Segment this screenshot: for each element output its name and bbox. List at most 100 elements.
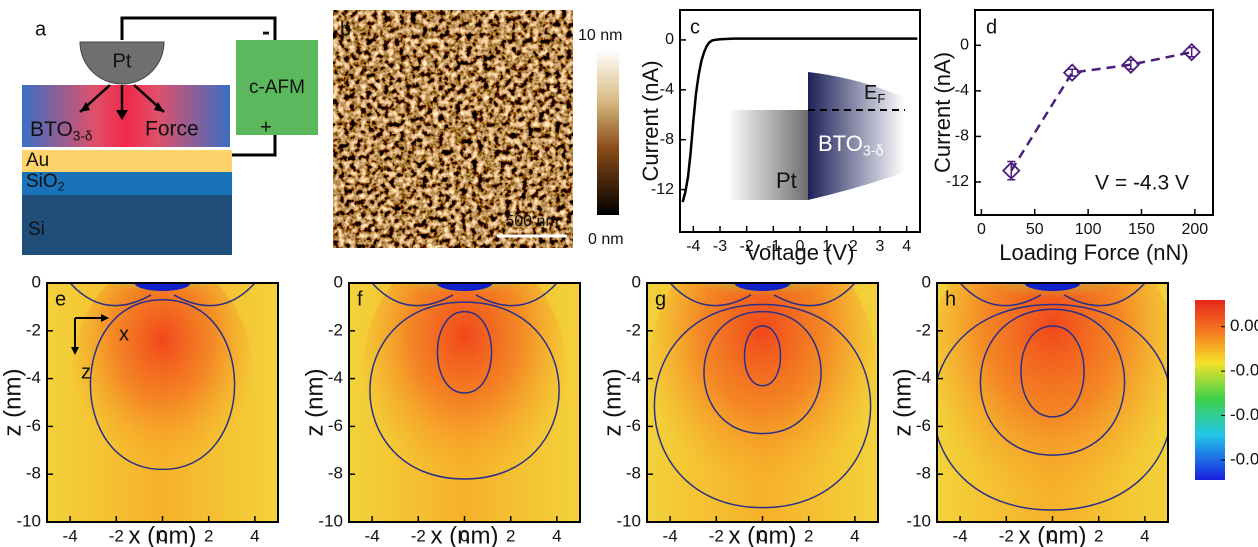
heatmap-core (72, 283, 253, 487)
colorbar-tick-label: -0.01 (1230, 449, 1258, 468)
y-axis-label: Current (nA) (638, 60, 663, 181)
y-tick-label: -10 (16, 511, 41, 530)
panel-label: g (655, 288, 666, 310)
heatmap-tip (1024, 283, 1081, 291)
x-tick-label: 0 (758, 526, 767, 545)
y-axis-label: z (nm) (889, 369, 916, 437)
axis-z-label: z (81, 361, 91, 383)
scale-bar-label: 500 nm (505, 213, 558, 230)
y-tick-label: -8 (328, 464, 343, 483)
y-tick-label: 0 (922, 272, 931, 291)
contour (369, 301, 560, 480)
panel-label: c (690, 16, 700, 38)
axes-frame (974, 9, 1214, 216)
inset-bto (808, 72, 905, 200)
colorbar-tick-label: 0.002 (1230, 316, 1258, 335)
panel-label: f (357, 288, 363, 310)
panel-label: e (55, 288, 66, 310)
contour (703, 310, 822, 435)
y-tick-label: -4 (916, 368, 931, 387)
x-tick-label: 0 (796, 238, 805, 255)
y-tick-label: -8 (26, 464, 41, 483)
heatmap (47, 283, 278, 522)
y-tick-label: -10 (318, 511, 343, 530)
heatmap (647, 283, 878, 522)
y-tick-label: -4 (660, 81, 674, 98)
panel-label: b (340, 18, 351, 40)
y-axis-label: z (nm) (301, 369, 328, 437)
y-tick-label: 0 (334, 272, 343, 291)
heatmap-lobes (47, 283, 278, 323)
instrument-label: c-AFM (249, 77, 305, 98)
film-bto (22, 85, 230, 147)
force-label: Force (145, 118, 199, 141)
y-tick-label: -12 (651, 181, 674, 198)
contour (743, 325, 782, 387)
x-axis-label: x (nm) (431, 522, 499, 547)
y-tick-label: -6 (626, 416, 641, 435)
x-axis-label: Loading Force (nN) (999, 240, 1189, 265)
y-tick-label: -10 (906, 511, 931, 530)
x-tick-label: 0 (460, 526, 469, 545)
heatmap-core (362, 283, 567, 502)
colorbar-top: 10 nm (578, 27, 622, 44)
x-tick-label: 0 (1048, 526, 1057, 545)
afm-image (333, 10, 573, 248)
minus-sign: - (262, 18, 270, 45)
y-axis-label: z (nm) (0, 369, 26, 437)
contour (979, 308, 1126, 456)
x-tick-label: -4 (953, 526, 968, 545)
wire (120, 16, 277, 157)
panel-label: h (945, 288, 956, 310)
x-tick-label: 150 (1128, 221, 1155, 238)
colorbar-bottom: 0 nm (588, 231, 624, 248)
x-tick-label: 2 (1094, 526, 1103, 545)
y-tick-label: -8 (660, 131, 674, 148)
colorbar-tick-label: -0.002 (1230, 361, 1258, 380)
annotation: V = -4.3 V (1095, 172, 1189, 195)
x-tick-label: 4 (902, 238, 911, 255)
axes-icon-head (101, 314, 109, 322)
contour (436, 310, 493, 394)
heatmap (349, 283, 580, 522)
x-tick-label: -3 (713, 238, 727, 255)
heatmap (937, 283, 1168, 522)
x-tick-label: 2 (506, 526, 515, 545)
electrode-label: Au (26, 150, 49, 171)
contour (653, 303, 872, 509)
plus-sign: + (260, 116, 272, 138)
y-tick-label: -2 (916, 320, 931, 339)
data-point (1002, 161, 1021, 180)
y-tick-label: -4 (26, 368, 41, 387)
y-tick-label: -4 (328, 368, 343, 387)
contour (669, 283, 856, 307)
y-tick-label: 0 (960, 37, 969, 54)
tip-label: Pt (113, 50, 132, 72)
inset-pt (728, 110, 808, 200)
y-tick-label: -6 (26, 416, 41, 435)
x-tick-label: 3 (876, 238, 885, 255)
x-tick-label: 4 (850, 526, 859, 545)
x-tick-label: 4 (1140, 526, 1149, 545)
y-axis-label: z (nm) (599, 369, 626, 437)
x-tick-label: -4 (63, 526, 78, 545)
data-point (1182, 42, 1201, 62)
x-tick-label: 2 (804, 526, 813, 545)
x-tick-label: 2 (849, 238, 858, 255)
x-tick-label: -4 (686, 238, 700, 255)
contour (937, 303, 1168, 511)
arrow-head (116, 110, 128, 120)
data-point (1121, 55, 1141, 74)
contour (959, 283, 1146, 307)
film-label-main: BTO (30, 118, 73, 141)
x-axis-label: x (nm) (729, 522, 797, 547)
contour (89, 298, 236, 471)
y-tick-label: -10 (616, 511, 641, 530)
y-tick-label: -12 (946, 173, 969, 190)
y-tick-label: -2 (328, 320, 343, 339)
x-tick-label: -4 (365, 526, 380, 545)
y-tick-label: 0 (32, 272, 41, 291)
arrow-head (80, 102, 90, 112)
contour (1020, 325, 1085, 418)
